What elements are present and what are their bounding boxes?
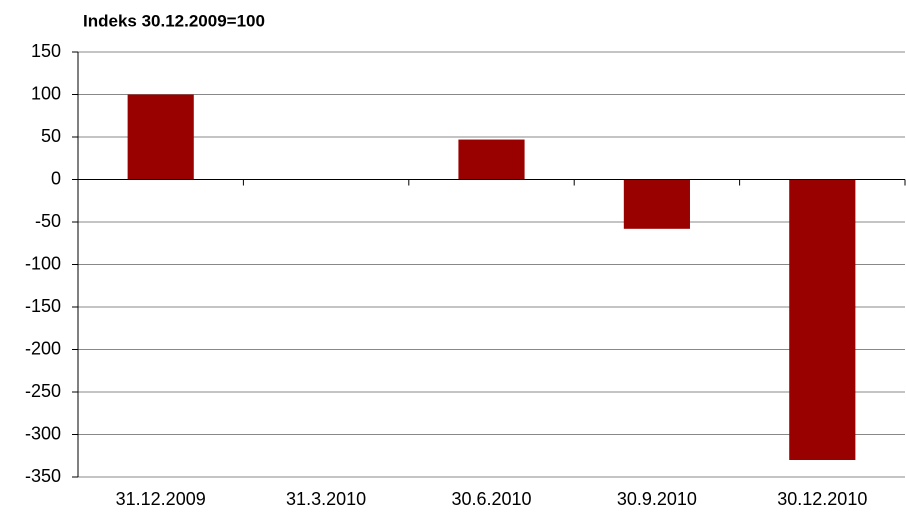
y-tick-label: -300: [25, 423, 61, 443]
x-tick-label: 31.3.2010: [286, 489, 366, 509]
bar: [623, 179, 690, 229]
y-tick-label: -250: [25, 381, 61, 401]
y-tick-label: 50: [41, 126, 61, 146]
y-tick-label: -350: [25, 466, 61, 486]
x-tick-label: 31.12.2009: [116, 489, 206, 509]
x-tick-label: 30.9.2010: [617, 489, 697, 509]
chart-title: Indeks 30.12.2009=100: [83, 11, 265, 30]
y-tick-label: 150: [31, 41, 61, 61]
y-tick-label: 0: [51, 168, 61, 188]
y-tick-label: -50: [35, 211, 61, 231]
x-tick-label: 30.12.2010: [777, 489, 867, 509]
bar: [789, 179, 856, 460]
bar: [127, 94, 194, 180]
y-tick-label: -150: [25, 296, 61, 316]
y-tick-label: -100: [25, 253, 61, 273]
bar: [458, 139, 525, 180]
x-tick-label: 30.6.2010: [451, 489, 531, 509]
y-tick-label: 100: [31, 83, 61, 103]
y-tick-label: -200: [25, 338, 61, 358]
